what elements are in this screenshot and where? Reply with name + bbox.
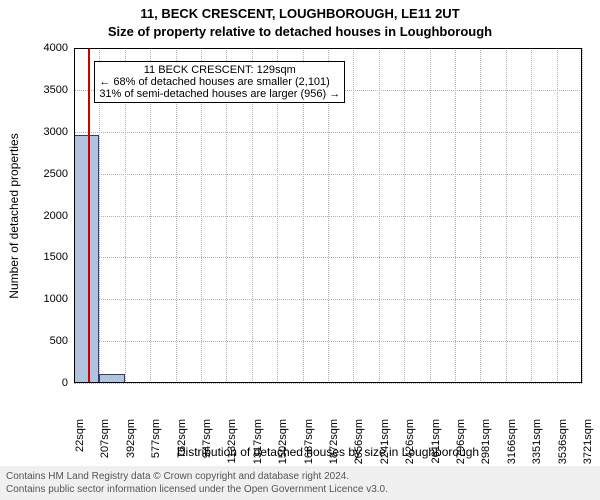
x-tick-label: 3536sqm bbox=[557, 419, 569, 475]
x-tick-label: 3721sqm bbox=[582, 419, 594, 475]
gridline-v bbox=[582, 48, 583, 383]
gridline-v bbox=[506, 48, 507, 383]
x-tick-label: 2426sqm bbox=[404, 419, 416, 475]
annotation-line: 11 BECK CRESCENT: 129sqm bbox=[99, 64, 340, 76]
gridline-v bbox=[480, 48, 481, 383]
x-tick-label: 947sqm bbox=[201, 419, 213, 475]
chart-container: { "title": { "line1": "11, BECK CRESCENT… bbox=[0, 0, 600, 500]
chart-title-line2: Size of property relative to detached ho… bbox=[0, 24, 600, 39]
x-tick-label: 2056sqm bbox=[353, 419, 365, 475]
annotation-box: 11 BECK CRESCENT: 129sqm← 68% of detache… bbox=[94, 61, 345, 103]
x-tick-label: 2981sqm bbox=[480, 419, 492, 475]
x-tick-label: 1317sqm bbox=[252, 419, 264, 475]
x-tick-label: 762sqm bbox=[176, 419, 188, 475]
gridline-v bbox=[353, 48, 354, 383]
x-tick-label: 1502sqm bbox=[277, 419, 289, 475]
x-tick-label: 3351sqm bbox=[531, 419, 543, 475]
footer-line2: Contains public sector information licen… bbox=[6, 483, 594, 496]
x-tick-label: 577sqm bbox=[150, 419, 162, 475]
gridline-v bbox=[404, 48, 405, 383]
marker-line bbox=[88, 48, 90, 383]
x-tick-label: 1872sqm bbox=[328, 419, 340, 475]
gridline-v bbox=[455, 48, 456, 383]
gridline-v bbox=[531, 48, 532, 383]
y-tick-label: 3000 bbox=[26, 126, 68, 138]
y-axis-label: Number of detached properties bbox=[7, 48, 21, 383]
x-tick-label: 392sqm bbox=[125, 419, 137, 475]
x-tick-label: 2241sqm bbox=[379, 419, 391, 475]
plot-area: 11 BECK CRESCENT: 129sqm← 68% of detache… bbox=[74, 48, 582, 383]
y-tick-label: 3500 bbox=[26, 84, 68, 96]
y-tick-label: 1500 bbox=[26, 251, 68, 263]
x-tick-label: 22sqm bbox=[74, 419, 86, 475]
y-tick-label: 2500 bbox=[26, 168, 68, 180]
chart-title-line1: 11, BECK CRESCENT, LOUGHBOROUGH, LE11 2U… bbox=[0, 6, 600, 21]
x-tick-label: 1687sqm bbox=[303, 419, 315, 475]
gridline-v bbox=[430, 48, 431, 383]
gridline-v bbox=[557, 48, 558, 383]
x-tick-label: 3166sqm bbox=[506, 419, 518, 475]
y-tick-label: 0 bbox=[26, 377, 68, 389]
x-tick-label: 2611sqm bbox=[430, 419, 442, 475]
x-tick-label: 2796sqm bbox=[455, 419, 467, 475]
annotation-line: ← 68% of detached houses are smaller (2,… bbox=[99, 76, 340, 88]
histogram-bar bbox=[99, 374, 124, 383]
y-tick-label: 500 bbox=[26, 335, 68, 347]
y-tick-label: 4000 bbox=[26, 42, 68, 54]
gridline-v bbox=[379, 48, 380, 383]
x-tick-label: 207sqm bbox=[99, 419, 111, 475]
annotation-line: 31% of semi-detached houses are larger (… bbox=[99, 88, 340, 100]
x-tick-label: 1132sqm bbox=[226, 419, 238, 475]
y-tick-label: 1000 bbox=[26, 293, 68, 305]
y-tick-label: 2000 bbox=[26, 210, 68, 222]
gridline-h bbox=[74, 383, 582, 384]
